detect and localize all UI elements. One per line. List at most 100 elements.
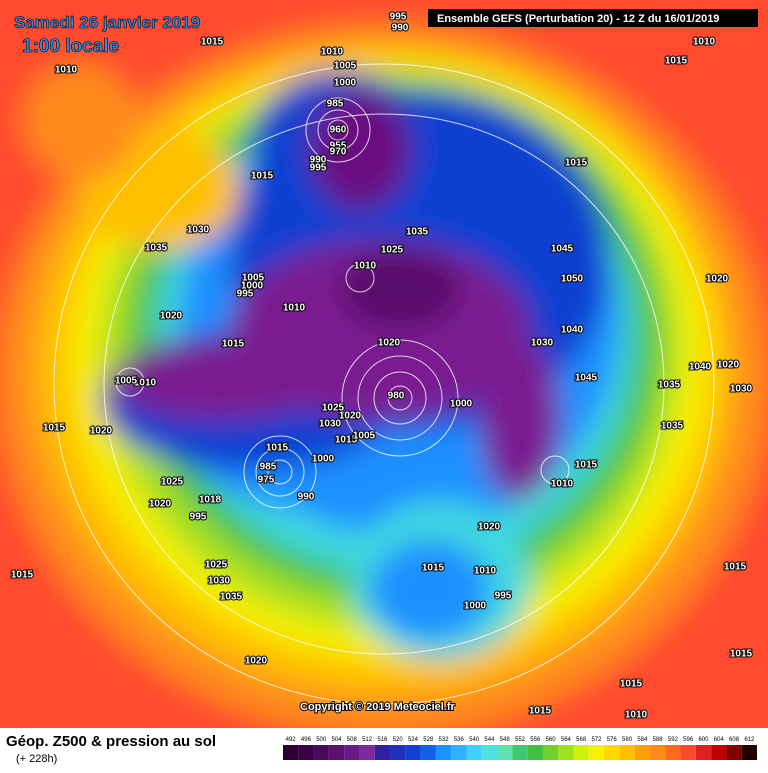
copyright: Copyright © 2019 Meteociel.fr	[300, 701, 456, 713]
legend-label: 612	[744, 737, 755, 743]
legend-swatch	[359, 745, 375, 760]
isobar-label: 1010	[354, 261, 377, 272]
footer-title: Géop. Z500 & pression au sol	[6, 733, 216, 750]
isobar-label: 1015	[724, 562, 747, 573]
legend-label: 536	[454, 737, 465, 743]
isobar-label: 1005	[115, 376, 138, 387]
isobar-label: 1030	[730, 384, 753, 395]
isobar-label: 1010	[474, 566, 497, 577]
legend-swatch	[680, 745, 696, 760]
legend-label: 540	[469, 737, 480, 743]
isobar-label: 995	[390, 12, 407, 23]
isobar-label: 1010	[283, 303, 306, 314]
isobar-label: 1010	[321, 47, 344, 58]
legend-swatch	[374, 745, 391, 760]
isobar-label: 1035	[406, 227, 429, 238]
isobar-label: 1015	[620, 679, 643, 690]
legend-label: 548	[500, 737, 511, 743]
isobar-label: 1050	[561, 274, 584, 285]
legend-label: 544	[484, 737, 495, 743]
legend-label: 524	[408, 737, 419, 743]
isobar-label: 995	[237, 289, 254, 300]
legend-swatch	[451, 745, 467, 760]
legend-swatch	[573, 745, 589, 760]
isobar-label: 990	[392, 23, 409, 34]
legend-label: 528	[423, 737, 434, 743]
isobar-label: 1005	[353, 431, 376, 442]
legend-swatch	[634, 745, 650, 760]
legend-label: 552	[515, 737, 526, 743]
color-legend: 492 496 500 504 508 512 516 520 524 528 532 536 540 5…	[283, 737, 757, 760]
isobar-label: 1015	[251, 171, 274, 182]
isobar-label: 1040	[689, 362, 712, 373]
isobar-label: 990	[310, 155, 327, 166]
isobar-label: 1025	[161, 477, 184, 488]
isobar-label: 1020	[717, 360, 740, 371]
legend-swatch	[711, 745, 727, 760]
isobar-label: 1025	[205, 560, 228, 571]
isobar-label: 1035	[661, 421, 684, 432]
run-info: Ensemble GEFS (Perturbation 20) - 12 Z d…	[437, 13, 719, 25]
isobar-label: 1015	[201, 37, 224, 48]
legend-label: 492	[286, 737, 297, 743]
legend-swatch	[481, 745, 498, 760]
isobar-label: 1000	[312, 454, 335, 465]
isobar-label: 975	[258, 475, 275, 486]
legend-label: 560	[546, 737, 557, 743]
legend-label: 496	[301, 737, 312, 743]
legend-swatch	[558, 745, 574, 760]
isobar-label: 985	[327, 99, 344, 110]
isobar-label: 970	[330, 147, 347, 158]
legend-swatch	[328, 745, 345, 760]
legend-label: 592	[668, 737, 679, 743]
isobar-label: 1030	[187, 225, 210, 236]
isobar-label: 1020	[149, 499, 172, 510]
legend-swatch	[313, 745, 329, 760]
isobar-label: 1025	[381, 245, 404, 256]
isobar-label: 1015	[222, 339, 245, 350]
legend-swatch	[649, 745, 666, 760]
isobar-label: 1005	[334, 61, 357, 72]
forecast-time: 1:00 locale	[22, 36, 119, 57]
legend-label: 568	[576, 737, 587, 743]
isobar-label: 1015	[335, 435, 358, 446]
isobar-label: 1000	[464, 601, 487, 612]
isobar-label: 1045	[551, 244, 574, 255]
forecast-date: Samedi 26 janvier 2019	[14, 13, 200, 32]
isobar-label: 1030	[319, 419, 342, 430]
isobar-label: 1020	[378, 338, 401, 349]
isobar-label: 1020	[245, 656, 268, 667]
isobar-label: 1020	[706, 274, 729, 285]
legend-label: 588	[653, 737, 664, 743]
isobar-label: 1030	[208, 576, 231, 587]
isobar-label: 1020	[478, 522, 501, 533]
isobar-label: 1045	[575, 373, 598, 384]
isobar-label: 1015	[730, 649, 753, 660]
legend-swatch	[466, 745, 482, 760]
legend-swatch	[619, 745, 635, 760]
isobar-label: 1000	[241, 281, 264, 292]
isobar-label: 1010	[693, 37, 716, 48]
isobar-label: 1015	[665, 56, 688, 67]
isobar-label: 1025	[322, 403, 345, 414]
isobar-label: 980	[388, 391, 405, 402]
isobar-labels: 9959901015101010101005100098596095597099…	[10, 11, 754, 722]
isobar-label: 1035	[658, 380, 681, 391]
footer-lead: (+ 228h)	[16, 753, 57, 765]
legend-swatch	[588, 745, 605, 760]
isobar-label: 990	[298, 492, 315, 503]
legend-label: 504	[332, 737, 343, 743]
legend-swatch	[542, 745, 559, 760]
isobar-label: 1010	[625, 710, 648, 721]
legend-swatch	[420, 745, 436, 760]
isobar-label: 1015	[266, 443, 289, 454]
legend-swatch	[512, 745, 528, 760]
isobar-label: 985	[260, 462, 277, 473]
isobar-label: 1015	[575, 460, 598, 471]
legend-swatch	[604, 745, 620, 760]
height-field	[0, 0, 768, 728]
isobar-label: 1015	[529, 706, 552, 717]
isobar-label: 1020	[90, 426, 113, 437]
isobar-label: 1015	[565, 158, 588, 169]
legend-label: 580	[622, 737, 633, 743]
